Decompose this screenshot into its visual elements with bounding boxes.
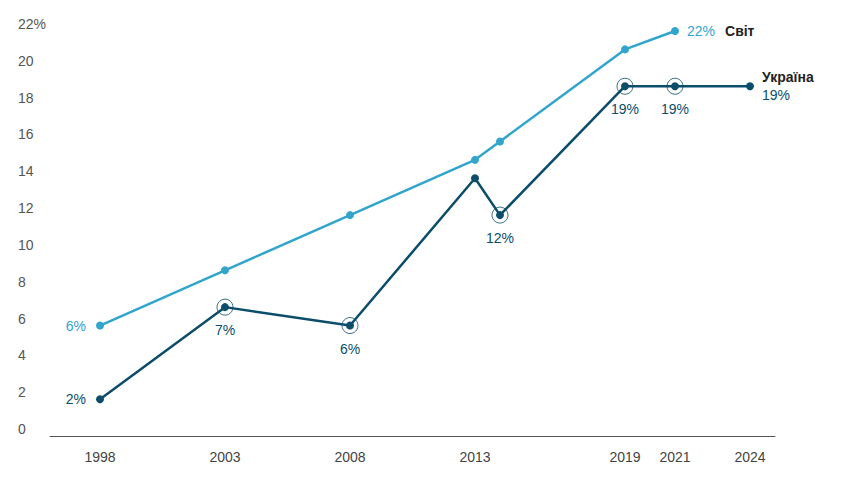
svg-text:19%: 19%: [661, 101, 689, 117]
svg-text:2021: 2021: [659, 449, 690, 465]
svg-text:Україна: Україна: [762, 69, 814, 85]
svg-text:6: 6: [18, 311, 26, 327]
svg-text:6%: 6%: [340, 341, 360, 357]
svg-text:2%: 2%: [66, 391, 86, 407]
svg-text:18: 18: [18, 90, 34, 106]
svg-text:Світ: Світ: [725, 23, 755, 39]
svg-text:10: 10: [18, 237, 34, 253]
svg-text:20: 20: [18, 53, 34, 69]
svg-text:2019: 2019: [609, 449, 640, 465]
svg-text:2024: 2024: [734, 449, 765, 465]
svg-text:12%: 12%: [486, 230, 514, 246]
svg-text:14: 14: [18, 163, 34, 179]
svg-text:2008: 2008: [334, 449, 365, 465]
svg-text:7%: 7%: [215, 322, 235, 338]
svg-text:22%: 22%: [18, 16, 46, 32]
svg-text:1998: 1998: [84, 449, 115, 465]
svg-text:12: 12: [18, 200, 34, 216]
svg-text:4: 4: [18, 347, 26, 363]
svg-text:19%: 19%: [762, 87, 790, 103]
svg-text:22%: 22%: [687, 23, 715, 39]
svg-text:2: 2: [18, 384, 26, 400]
svg-text:2003: 2003: [209, 449, 240, 465]
svg-text:8: 8: [18, 274, 26, 290]
svg-text:19%: 19%: [611, 101, 639, 117]
svg-text:16: 16: [18, 126, 34, 142]
svg-text:2013: 2013: [459, 449, 490, 465]
svg-text:0: 0: [18, 421, 26, 437]
svg-text:6%: 6%: [66, 318, 86, 334]
